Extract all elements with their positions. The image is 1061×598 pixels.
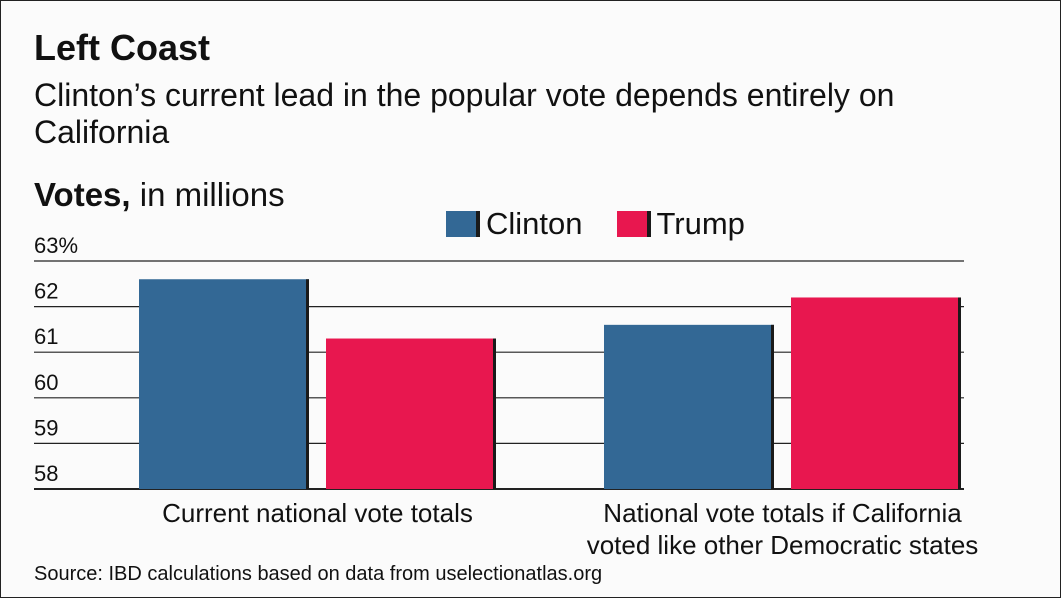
y-tick-label: 62: [34, 279, 58, 304]
legend-swatch-clinton: [446, 211, 480, 237]
bar-clinton: [604, 324, 774, 489]
bar-trump: [326, 338, 496, 489]
bar-trump: [791, 297, 961, 489]
y-tick-label: 61: [34, 324, 58, 349]
y-tick-label: 59: [34, 415, 58, 440]
source-note: Source: IBD calculations based on data f…: [34, 563, 603, 585]
bar-shadow: [493, 338, 496, 489]
x-category-label: National vote totals if California: [603, 498, 962, 528]
x-category-label: Current national vote totals: [162, 498, 473, 528]
legend: Clinton Trump: [446, 206, 779, 242]
x-category-label: voted like other Democratic states: [587, 530, 979, 560]
y-tick-label: 58: [34, 461, 58, 486]
bar-shadow: [771, 324, 774, 489]
legend-item-clinton: Clinton: [446, 206, 583, 242]
units-label-bold: Votes,: [34, 176, 131, 213]
units-label: Votes, in millions: [34, 176, 285, 214]
y-tick-label: 60: [34, 370, 58, 395]
legend-label-trump: Trump: [656, 206, 745, 241]
units-label-rest: in millions: [130, 176, 285, 213]
legend-label-clinton: Clinton: [486, 206, 583, 241]
legend-swatch-trump: [616, 211, 651, 237]
y-tick-label: 63%: [34, 233, 78, 258]
chart-title: Left Coast: [34, 27, 211, 68]
bar-shadow: [306, 279, 309, 489]
bar-shadow: [958, 297, 961, 489]
legend-item-trump: Trump: [616, 206, 745, 242]
bar-clinton: [139, 279, 309, 489]
chart-subtitle: Clinton’s current lead in the popular vo…: [34, 77, 895, 150]
